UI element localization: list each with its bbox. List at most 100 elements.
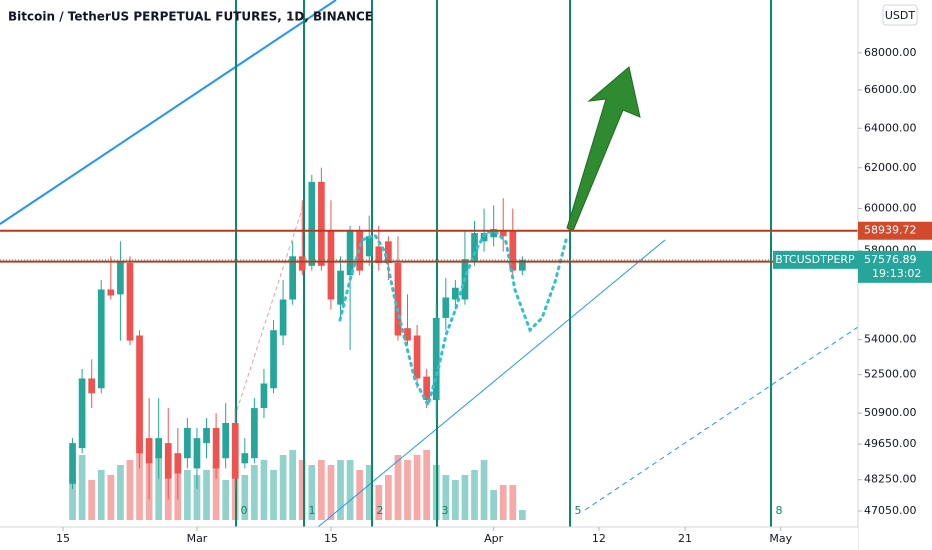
- volume-bar: [298, 460, 306, 520]
- candle-body: [471, 233, 478, 262]
- candle-body: [212, 427, 220, 469]
- candle-body: [107, 289, 115, 296]
- arrow: [566, 66, 641, 232]
- x-tick-label: May: [769, 532, 792, 545]
- currency-badge[interactable]: [882, 4, 918, 26]
- candle-body: [375, 246, 383, 264]
- candle-body: [241, 453, 249, 464]
- volume-bar: [270, 470, 277, 520]
- chart-title: Bitcoin / TetherUS PERPETUAL FUTURES, 1D…: [8, 10, 373, 24]
- y-tick-label: 48250.00: [864, 473, 917, 486]
- candle-body: [432, 317, 440, 401]
- y-tick-label: 49650.00: [864, 437, 917, 450]
- candle-body: [78, 378, 86, 449]
- candle-body: [289, 256, 297, 300]
- x-axis-area: [0, 527, 858, 550]
- volume-bar: [327, 465, 335, 520]
- candle-body: [203, 427, 210, 444]
- last-price-label: 57576.89: [864, 253, 917, 266]
- volume-bar: [318, 460, 325, 520]
- volume-bar: [69, 475, 76, 520]
- volume-bar: [289, 450, 297, 520]
- volume-bar: [308, 465, 316, 520]
- candle-body: [69, 443, 76, 484]
- volume-bar: [337, 460, 344, 520]
- time-zone-label: 0: [241, 504, 248, 517]
- volume-bar: [126, 460, 134, 520]
- candle-body: [251, 408, 258, 459]
- candle-body: [184, 427, 191, 459]
- x-tick-label: 21: [678, 532, 692, 545]
- candle-body: [452, 287, 459, 300]
- volume-bar: [260, 460, 268, 520]
- volume-bar: [356, 470, 364, 520]
- volume-bar: [375, 485, 383, 520]
- candle-body: [413, 335, 421, 379]
- time-zone-label: 8: [776, 504, 783, 517]
- volume-bar: [97, 470, 105, 520]
- price-lines: [0, 229, 858, 263]
- volume-bar: [346, 460, 354, 520]
- trend-line: [584, 326, 859, 511]
- candle-body: [308, 181, 316, 266]
- volume-bar: [184, 470, 191, 520]
- candle-body: [490, 229, 497, 238]
- candle-body: [394, 263, 402, 336]
- volume-bar: [471, 470, 478, 520]
- volume-bar: [509, 485, 517, 520]
- volume-bar: [203, 470, 210, 520]
- price-badge-label: 58939.72: [864, 224, 917, 237]
- time-zone-label: 2: [377, 504, 384, 517]
- candle-body: [193, 438, 201, 469]
- y-tick-label: 68000.00: [864, 46, 917, 59]
- volume-bar: [452, 480, 459, 520]
- volume-bar: [88, 480, 96, 520]
- x-tick-label: 15: [324, 532, 338, 545]
- volume-bar: [394, 455, 402, 520]
- candle-body: [346, 231, 354, 276]
- candle-body: [337, 270, 344, 305]
- volume-bar: [423, 450, 431, 520]
- currency-label: USDT: [885, 9, 916, 22]
- candle-body: [145, 438, 153, 464]
- candle-body: [404, 328, 411, 341]
- projection-path: [338, 230, 568, 410]
- candle-body: [270, 330, 277, 389]
- candle-body: [222, 422, 230, 459]
- price-badge: [858, 221, 932, 240]
- volume-bar: [442, 475, 450, 520]
- volume-bar: [404, 460, 411, 520]
- volume-bar: [107, 475, 115, 520]
- y-tick-label: 64000.00: [864, 121, 917, 134]
- candle-body: [442, 297, 450, 318]
- volume-bar: [78, 455, 86, 520]
- volume-bar: [499, 485, 507, 520]
- countdown-label: 19:13:02: [872, 267, 921, 280]
- x-tick-label: 15: [56, 532, 70, 545]
- candles: [69, 167, 526, 500]
- trend-line: [236, 199, 306, 411]
- volume-bar: [279, 455, 287, 520]
- candle-body: [117, 261, 124, 295]
- candle-body: [499, 231, 507, 237]
- x-tick-label: Mar: [187, 532, 208, 545]
- candle-body: [318, 181, 325, 266]
- x-tick-label: 12: [592, 532, 606, 545]
- volume-bar: [155, 455, 163, 520]
- candle-body: [509, 231, 517, 271]
- candle-body: [88, 378, 96, 394]
- trend-line: [0, 0, 337, 225]
- volume-bar: [490, 490, 497, 520]
- time-zone-label: 3: [442, 504, 449, 517]
- candle-body: [97, 289, 105, 389]
- volume-bar: [385, 475, 392, 520]
- trend-line: [317, 239, 666, 528]
- last-price-badge: [858, 250, 932, 283]
- volume-bar: [222, 480, 230, 520]
- candle-body: [136, 335, 143, 454]
- y-tick-label: 62000.00: [864, 161, 917, 174]
- candle-body: [231, 422, 239, 479]
- drawings: [0, 0, 859, 528]
- y-tick-label: 54000.00: [864, 333, 917, 346]
